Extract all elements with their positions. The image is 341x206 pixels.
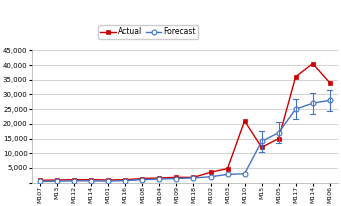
Actual — [191, 176, 195, 179]
Forecast — [294, 108, 298, 110]
Actual — [294, 76, 298, 78]
Actual — [106, 179, 110, 181]
Actual — [38, 179, 42, 181]
Actual — [174, 176, 178, 179]
Actual — [311, 62, 315, 65]
Forecast — [208, 176, 212, 178]
Actual — [140, 177, 145, 180]
Forecast — [72, 180, 76, 182]
Forecast — [157, 178, 161, 180]
Forecast — [140, 178, 145, 181]
Forecast — [55, 180, 59, 182]
Actual — [277, 137, 281, 140]
Actual — [242, 120, 247, 122]
Forecast — [174, 177, 178, 180]
Forecast — [191, 177, 195, 179]
Actual — [89, 178, 93, 181]
Actual — [157, 177, 161, 179]
Forecast — [242, 173, 247, 175]
Actual — [208, 171, 212, 174]
Actual — [260, 146, 264, 149]
Actual — [72, 178, 76, 181]
Legend: Actual, Forecast: Actual, Forecast — [98, 25, 198, 39]
Forecast — [38, 180, 42, 183]
Forecast — [260, 140, 264, 143]
Forecast — [328, 99, 332, 102]
Forecast — [106, 180, 110, 182]
Actual — [328, 81, 332, 84]
Forecast — [311, 102, 315, 104]
Forecast — [123, 179, 128, 182]
Forecast — [89, 180, 93, 182]
Forecast — [225, 173, 229, 176]
Line: Actual: Actual — [38, 61, 332, 183]
Line: Forecast: Forecast — [38, 98, 332, 184]
Actual — [225, 167, 229, 170]
Forecast — [277, 131, 281, 134]
Actual — [123, 178, 128, 181]
Actual — [55, 179, 59, 181]
